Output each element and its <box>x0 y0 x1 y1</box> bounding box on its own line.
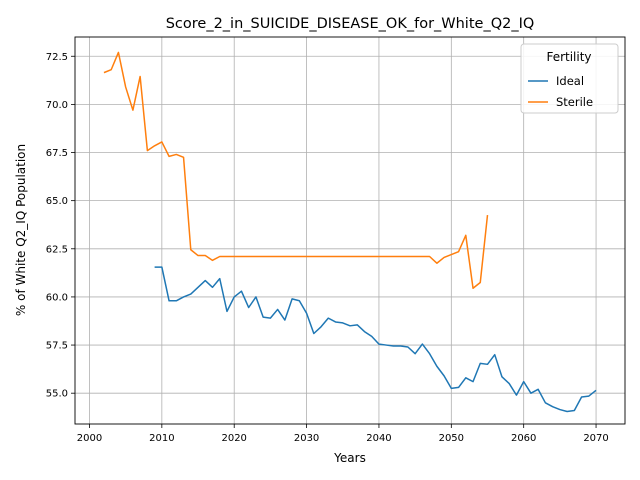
y-tick-label: 65.0 <box>46 196 68 207</box>
legend-entries: Ideal Sterile <box>528 74 593 109</box>
legend: Fertility Ideal Sterile <box>520 43 619 114</box>
y-tick-label: 57.5 <box>46 341 68 352</box>
y-tick-label: 72.5 <box>46 52 68 63</box>
legend-title: Fertility <box>546 50 591 64</box>
x-axis-ticks: 2000 2010 2020 2030 2040 2050 2060 2070 <box>77 424 609 444</box>
series-lines <box>103 51 597 413</box>
y-tick-label: 70.0 <box>46 100 68 111</box>
x-tick-label: 2040 <box>366 433 391 444</box>
x-tick-label: 2020 <box>221 433 246 444</box>
x-tick-label: 2060 <box>511 433 536 444</box>
legend-label-sterile: Sterile <box>556 95 593 109</box>
y-axis-label: % of White Q2_IQ Population <box>14 144 28 316</box>
x-tick-label: 2070 <box>583 433 608 444</box>
x-tick-label: 2030 <box>294 433 319 444</box>
y-tick-label: 55.0 <box>46 389 68 400</box>
series-line-sterile <box>103 51 489 290</box>
x-tick-label: 2000 <box>77 433 102 444</box>
y-tick-label: 62.5 <box>46 244 68 255</box>
x-axis-label: Years <box>333 451 366 465</box>
x-tick-label: 2010 <box>149 433 174 444</box>
y-axis-ticks: 55.0 57.5 60.0 62.5 65.0 67.5 70.0 72.5 <box>46 52 75 400</box>
y-tick-label: 60.0 <box>46 292 68 303</box>
chart-title: Score_2_in_SUICIDE_DISEASE_OK_for_White_… <box>166 16 535 32</box>
legend-box <box>520 43 619 114</box>
legend-label-ideal: Ideal <box>556 74 584 88</box>
series-line-ideal <box>154 266 597 413</box>
y-tick-label: 67.5 <box>46 148 68 159</box>
plot-frame <box>74 36 626 425</box>
x-tick-label: 2050 <box>439 433 464 444</box>
